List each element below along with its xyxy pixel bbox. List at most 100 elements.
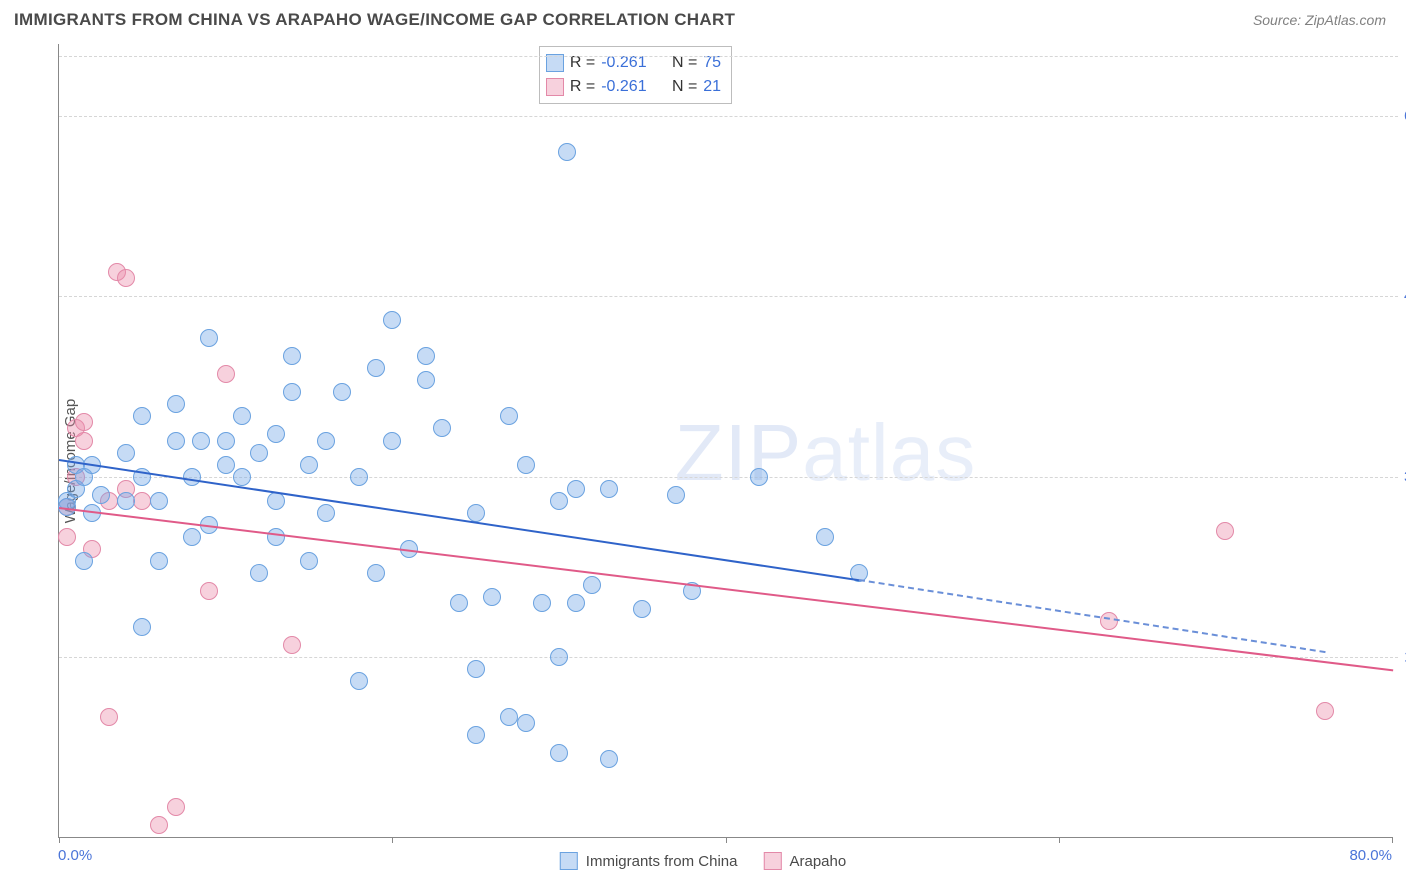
china-point	[750, 468, 768, 486]
arapaho-point	[167, 798, 185, 816]
china-point	[217, 432, 235, 450]
arapaho-point	[58, 528, 76, 546]
x-axis-min-label: 0.0%	[58, 847, 92, 864]
china-point	[433, 419, 451, 437]
china-point	[233, 407, 251, 425]
y-tick-label: 30.0%	[1396, 468, 1406, 485]
china-point	[467, 726, 485, 744]
arapaho-point	[200, 582, 218, 600]
china-point	[633, 600, 651, 618]
trend-line	[59, 507, 1393, 671]
arapaho-point	[283, 636, 301, 654]
china-point	[450, 594, 468, 612]
gridline	[59, 296, 1398, 297]
china-point	[250, 444, 268, 462]
china-point	[816, 528, 834, 546]
china-point	[417, 347, 435, 365]
arapaho-point	[133, 492, 151, 510]
china-point	[233, 468, 251, 486]
china-point	[300, 552, 318, 570]
arapaho-point	[117, 269, 135, 287]
china-point	[267, 425, 285, 443]
china-point	[550, 744, 568, 762]
y-tick-label: 15.0%	[1396, 648, 1406, 665]
gridline	[59, 56, 1398, 57]
gridline	[59, 116, 1398, 117]
arapaho-point	[75, 432, 93, 450]
legend-item: Arapaho	[764, 852, 847, 870]
china-point	[500, 407, 518, 425]
source-attribution: Source: ZipAtlas.com	[1253, 12, 1386, 28]
china-point	[283, 347, 301, 365]
china-point	[133, 407, 151, 425]
china-point	[517, 714, 535, 732]
x-axis-max-label: 80.0%	[1349, 847, 1392, 864]
trend-line-extension	[859, 579, 1326, 653]
china-point	[567, 594, 585, 612]
arapaho-point	[1316, 702, 1334, 720]
china-point	[350, 468, 368, 486]
x-tick-mark	[726, 837, 727, 843]
china-point	[517, 456, 535, 474]
china-point	[567, 480, 585, 498]
plot-area: ZIPatlas R = -0.261 N = 75 R = -0.261 N …	[58, 44, 1392, 838]
china-point	[317, 504, 335, 522]
china-point	[467, 504, 485, 522]
china-point	[367, 359, 385, 377]
china-point	[167, 432, 185, 450]
info-row: R = -0.261 N = 75	[546, 51, 721, 75]
china-point	[300, 456, 318, 474]
china-point	[417, 371, 435, 389]
china-point	[183, 528, 201, 546]
arapaho-point	[75, 413, 93, 431]
x-tick-mark	[1059, 837, 1060, 843]
china-point	[150, 552, 168, 570]
china-point	[383, 432, 401, 450]
legend-label: Immigrants from China	[586, 853, 738, 870]
x-tick-mark	[392, 837, 393, 843]
chart-title: IMMIGRANTS FROM CHINA VS ARAPAHO WAGE/IN…	[14, 10, 735, 30]
china-point	[183, 468, 201, 486]
china-point	[200, 329, 218, 347]
arapaho-point	[150, 816, 168, 834]
y-tick-label: 45.0%	[1396, 288, 1406, 305]
china-point	[367, 564, 385, 582]
china-point	[483, 588, 501, 606]
china-point	[267, 528, 285, 546]
legend-label: Arapaho	[790, 853, 847, 870]
china-point	[117, 492, 135, 510]
china-point	[600, 750, 618, 768]
china-point	[533, 594, 551, 612]
china-point	[317, 432, 335, 450]
china-point	[283, 383, 301, 401]
china-point	[350, 672, 368, 690]
china-point	[467, 660, 485, 678]
legend-swatch	[560, 852, 578, 870]
x-tick-mark	[1392, 837, 1393, 843]
china-point	[558, 143, 576, 161]
china-point	[167, 395, 185, 413]
china-point	[217, 456, 235, 474]
china-point	[550, 648, 568, 666]
china-point	[333, 383, 351, 401]
correlation-info-box: R = -0.261 N = 75 R = -0.261 N = 21	[539, 46, 732, 104]
legend-swatch	[764, 852, 782, 870]
watermark: ZIPatlas	[675, 407, 976, 499]
china-point	[250, 564, 268, 582]
china-point	[667, 486, 685, 504]
china-point	[600, 480, 618, 498]
legend: Immigrants from China Arapaho	[560, 852, 846, 870]
china-point	[75, 552, 93, 570]
china-point	[117, 444, 135, 462]
legend-item: Immigrants from China	[560, 852, 738, 870]
china-point	[550, 492, 568, 510]
china-point	[150, 492, 168, 510]
chart-container: Wage/Income Gap ZIPatlas R = -0.261 N = …	[14, 44, 1392, 878]
china-point	[133, 618, 151, 636]
y-tick-label: 60.0%	[1396, 108, 1406, 125]
arapaho-point	[217, 365, 235, 383]
china-point	[500, 708, 518, 726]
gridline	[59, 477, 1398, 478]
gridline	[59, 657, 1398, 658]
china-point	[583, 576, 601, 594]
